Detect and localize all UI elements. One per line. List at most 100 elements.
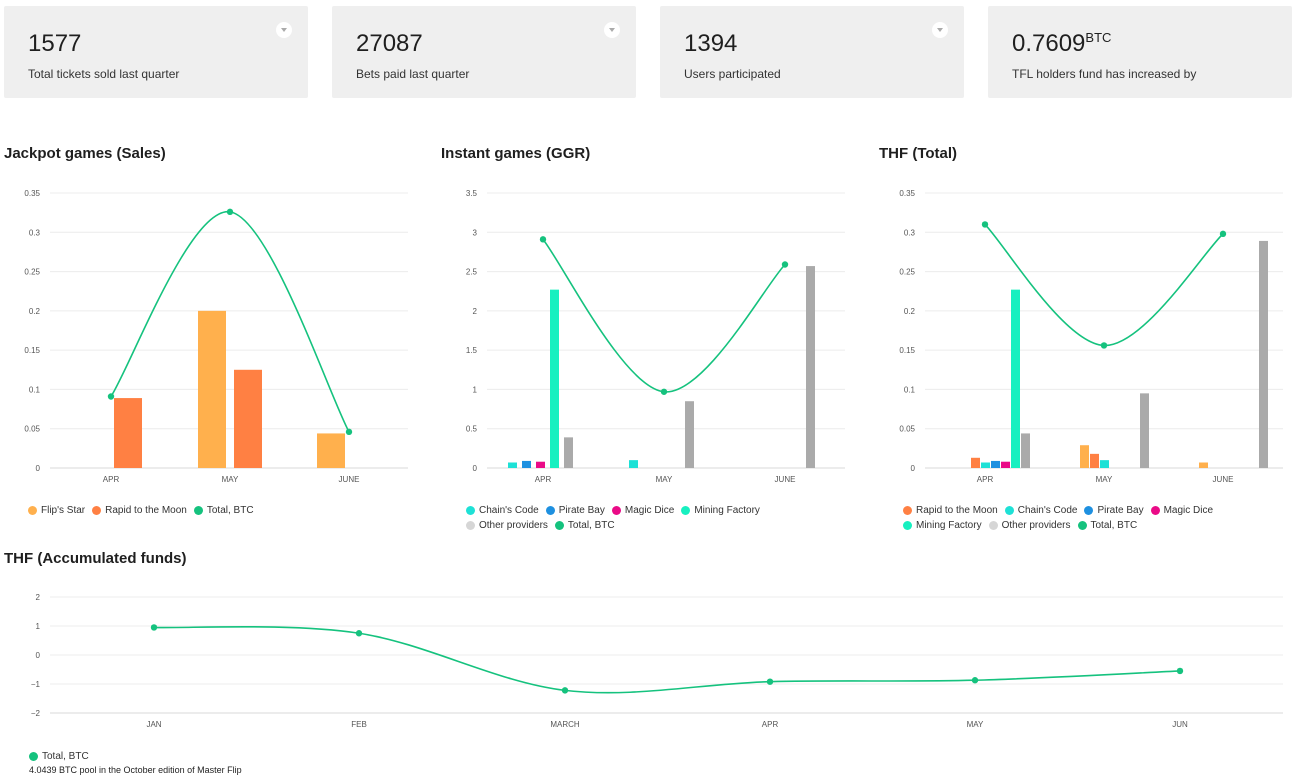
legend-label: Rapid to the Moon xyxy=(105,505,187,516)
x-tick-label: MAY xyxy=(222,475,239,484)
y-tick-label: 0.3 xyxy=(29,228,41,237)
legend-label: Total, BTC xyxy=(1090,520,1138,531)
bar-rapid-to-the-moon xyxy=(971,457,980,468)
bar-magic-dice xyxy=(1001,461,1010,468)
chart-instant: 0 0.5 1 1.5 2 2.5 3 3.5 APR MAY JUNE xyxy=(466,189,845,484)
legend-label: Chain's Code xyxy=(1017,505,1078,516)
legend-marker xyxy=(29,752,38,761)
stat-value: 1577 xyxy=(28,30,82,57)
chart-title-thf: THF (Total) xyxy=(879,145,958,162)
bar-other-providers xyxy=(1259,240,1268,468)
line-point xyxy=(1219,230,1227,238)
y-tick-label: −2 xyxy=(31,709,41,718)
chart-accum: −2 −1 0 1 2 JAN FEB MARCH APR MAY JUN xyxy=(31,593,1283,729)
legend-item[interactable]: Total, BTC xyxy=(29,749,89,764)
legend-item[interactable]: Total, BTC xyxy=(193,503,254,518)
y-tick-label: 2 xyxy=(36,593,41,602)
y-tick-label: 0 xyxy=(36,651,41,660)
chart-jackpot: 0 0.05 0.1 0.15 0.2 0.25 0.3 0.35 APR MAY JUNE xyxy=(24,189,408,484)
series-line-total xyxy=(984,223,1224,347)
legend-item[interactable]: Pirate Bay xyxy=(1084,503,1144,518)
y-tick-label: 0.35 xyxy=(899,189,915,198)
series-line-total xyxy=(153,625,1181,694)
stat-card-bets: 27087 Bets paid last quarter xyxy=(332,6,636,98)
line-point xyxy=(355,630,363,637)
legend-marker xyxy=(903,506,912,515)
bar-other-providers xyxy=(685,401,694,468)
legend-label: Total, BTC xyxy=(567,520,615,531)
legend-marker xyxy=(92,506,102,515)
stat-card-tickets: 1577 Total tickets sold last quarter xyxy=(4,6,308,98)
legend-marker xyxy=(1004,506,1014,515)
stat-label: TFL holders fund has increased by xyxy=(1012,67,1197,81)
legend-item[interactable]: Pirate Bay xyxy=(545,503,605,518)
legend-item[interactable]: Mining Factory xyxy=(681,503,760,518)
legend-marker xyxy=(466,506,475,515)
stat-card-users: 1394 Users participated xyxy=(660,6,964,98)
bar-other-providers xyxy=(806,266,815,468)
x-tick-label: MARCH xyxy=(550,720,580,729)
y-tick-label: 1 xyxy=(36,622,41,631)
legend-item[interactable]: Other providers xyxy=(988,518,1071,533)
stat-value: 1394 xyxy=(684,30,738,57)
legend-marker xyxy=(466,521,475,530)
chevron-down-icon[interactable] xyxy=(932,22,948,38)
stat-card-fund: 0.7609BTC TFL holders fund has increased… xyxy=(988,6,1292,98)
legend-label: Total, BTC xyxy=(42,751,89,762)
bar-rapid-to-the-moon xyxy=(1090,453,1099,468)
legend-label: Pirate Bay xyxy=(558,505,605,516)
bar-mining-factory xyxy=(1011,289,1020,468)
y-tick-label: 0.35 xyxy=(24,189,40,198)
legend-marker xyxy=(1077,521,1087,530)
legend-label: Magic Dice xyxy=(1163,505,1214,516)
legend-item[interactable]: Total, BTC xyxy=(1077,518,1138,533)
legend-label: Flip's Star xyxy=(41,505,86,516)
legend-item[interactable]: Magic Dice xyxy=(1150,503,1214,518)
x-tick-label: JUNE xyxy=(339,475,360,484)
y-tick-label: 0 xyxy=(473,464,478,473)
legend-item[interactable]: Rapid to the Moon xyxy=(92,503,187,518)
legend-label: Other providers xyxy=(479,520,548,531)
chevron-down-icon[interactable] xyxy=(276,22,292,38)
bar-chain-s-code xyxy=(981,462,990,468)
series-line-total xyxy=(110,211,350,433)
legend-label: Chain's Code xyxy=(479,505,539,516)
legend-instant: Chain's Code Pirate Bay Magic Dice Mining F… xyxy=(466,503,796,533)
line-point xyxy=(1100,342,1108,349)
y-tick-label: 2.5 xyxy=(466,268,478,277)
x-tick-label: APR xyxy=(103,475,120,484)
y-tick-label: 0.3 xyxy=(904,228,916,237)
line-point xyxy=(766,678,774,685)
line-point xyxy=(539,236,547,243)
legend-item[interactable]: Mining Factory xyxy=(903,518,982,533)
chevron-down-icon[interactable] xyxy=(604,22,620,38)
y-tick-label: 0.1 xyxy=(29,385,41,394)
legend-item[interactable]: Flip's Star xyxy=(28,503,85,518)
x-tick-label: FEB xyxy=(351,720,367,729)
bar-magic-dice xyxy=(536,461,545,468)
legend-marker xyxy=(554,521,564,530)
y-tick-label: 0.25 xyxy=(24,268,40,277)
legend-item[interactable]: Other providers xyxy=(466,518,548,533)
legend-label: Other providers xyxy=(1001,520,1071,531)
footer-note: 4.0439 BTC pool in the October edition o… xyxy=(29,765,242,775)
legend-item[interactable]: Rapid to the Moon xyxy=(903,503,998,518)
legend-item[interactable]: Chain's Code xyxy=(1004,503,1078,518)
bar-chain-s-code xyxy=(629,460,638,468)
line-point xyxy=(345,428,353,436)
chart-title-accumulated: THF (Accumulated funds) xyxy=(4,550,187,567)
x-tick-label: MAY xyxy=(967,720,984,729)
y-tick-label: 0.15 xyxy=(24,346,40,355)
legend-label: Magic Dice xyxy=(624,505,675,516)
y-tick-label: 0.05 xyxy=(24,425,40,434)
legend-item[interactable]: Magic Dice xyxy=(611,503,675,518)
line-point xyxy=(1176,667,1184,675)
legend-item[interactable]: Total, BTC xyxy=(554,518,615,533)
y-tick-label: 1.5 xyxy=(466,346,478,355)
stat-value: 27087 xyxy=(356,30,423,57)
bar-rapid-to-the-moon xyxy=(234,369,262,468)
legend-item[interactable]: Chain's Code xyxy=(466,503,539,518)
line-point xyxy=(660,388,668,395)
y-tick-label: 1 xyxy=(473,385,478,394)
